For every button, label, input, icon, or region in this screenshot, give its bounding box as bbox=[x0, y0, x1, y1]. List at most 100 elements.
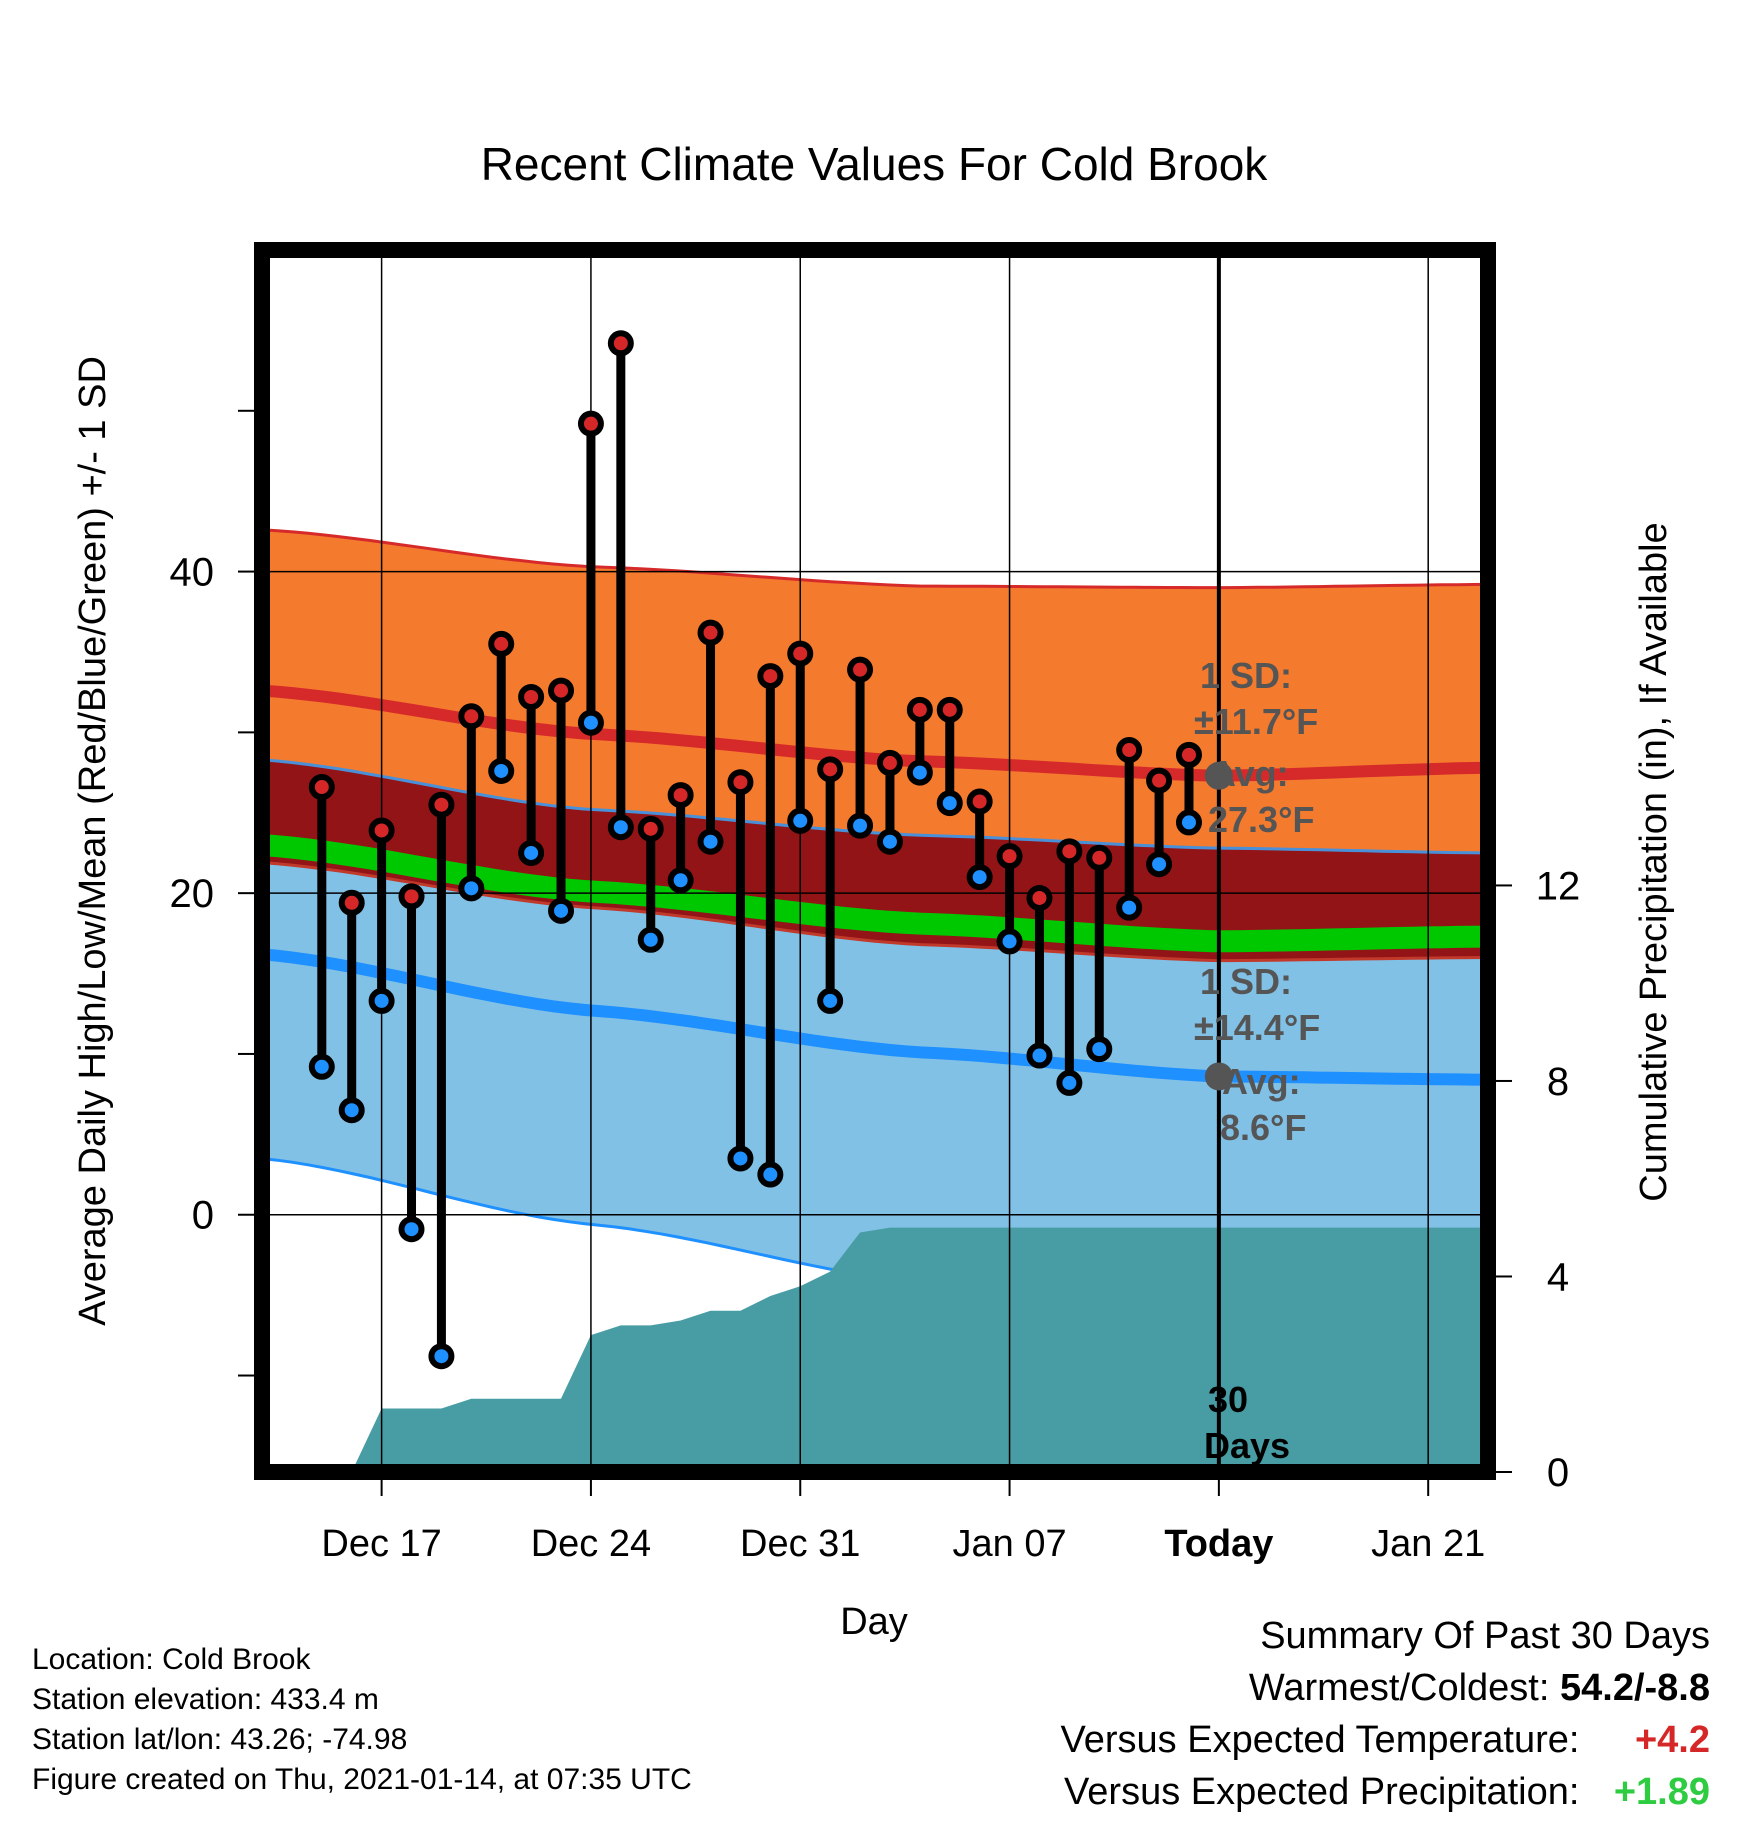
high-point bbox=[906, 696, 933, 723]
high-avg-label: Avg: bbox=[1210, 753, 1289, 794]
low-point bbox=[1086, 1036, 1113, 1063]
high-point bbox=[876, 749, 903, 776]
low-point bbox=[817, 987, 844, 1014]
high-point bbox=[607, 330, 634, 357]
latlon-text: Station lat/lon: 43.26; -74.98 bbox=[32, 1723, 408, 1756]
high-point bbox=[1026, 884, 1053, 911]
low-point bbox=[548, 897, 575, 924]
low-point bbox=[308, 1053, 335, 1080]
low-point bbox=[667, 867, 694, 894]
low-point bbox=[757, 1161, 784, 1188]
x-tick-label: Dec 24 bbox=[531, 1523, 651, 1565]
high-point bbox=[787, 640, 814, 667]
low-point bbox=[1175, 809, 1202, 836]
location-text: Location: Cold Brook bbox=[32, 1643, 311, 1676]
low-point bbox=[966, 864, 993, 891]
x-tick-label: Dec 17 bbox=[321, 1523, 441, 1565]
high-point bbox=[488, 630, 515, 657]
high-point bbox=[1146, 767, 1173, 794]
high-point bbox=[1056, 838, 1083, 865]
low-point bbox=[368, 987, 395, 1014]
temp-value: +4.2 bbox=[1634, 1719, 1710, 1761]
high-point bbox=[428, 791, 455, 818]
low-point bbox=[637, 926, 664, 953]
period-label-number: 30 bbox=[1208, 1379, 1248, 1420]
warmest-label: Warmest/Coldest: bbox=[1248, 1667, 1550, 1709]
low-point bbox=[876, 828, 903, 855]
high-point bbox=[577, 410, 604, 437]
period-label-unit: Days bbox=[1204, 1425, 1290, 1466]
low-sd-value: ±14.4°F bbox=[1194, 1007, 1320, 1048]
low-point bbox=[607, 814, 634, 841]
high-point bbox=[308, 774, 335, 801]
high-avg-value: 27.3°F bbox=[1208, 799, 1314, 840]
plot-frame bbox=[254, 242, 1496, 1480]
precip-value: +1.89 bbox=[1613, 1771, 1710, 1813]
low-point bbox=[697, 828, 724, 855]
x-tick-label: Today bbox=[1164, 1523, 1273, 1565]
y2-tick-label: 0 bbox=[1547, 1451, 1569, 1495]
precip-area bbox=[321, 1227, 1488, 1472]
high-point bbox=[548, 677, 575, 704]
warmest-value: 54.2/-8.8 bbox=[1560, 1667, 1710, 1709]
high-point bbox=[1086, 844, 1113, 871]
high-point bbox=[966, 788, 993, 815]
y2-tick-label: 4 bbox=[1547, 1255, 1569, 1299]
precip-label: Versus Expected Precipitation: bbox=[1064, 1771, 1580, 1813]
low-point bbox=[338, 1097, 365, 1124]
y-tick-label: 40 bbox=[170, 551, 215, 595]
low-point bbox=[936, 790, 963, 817]
high-point bbox=[398, 883, 425, 910]
low-point bbox=[518, 839, 545, 866]
normal-mean-line bbox=[262, 833, 1488, 953]
high-point bbox=[1116, 737, 1143, 764]
high-point bbox=[637, 815, 664, 842]
high-point bbox=[727, 769, 754, 796]
low-point bbox=[1116, 894, 1143, 921]
high-lower-edge bbox=[262, 758, 1488, 855]
y-tick-label: 20 bbox=[170, 872, 215, 916]
low-point bbox=[488, 757, 515, 784]
low-point bbox=[1146, 851, 1173, 878]
high-point bbox=[847, 656, 874, 683]
today-high-avg-marker bbox=[1204, 761, 1233, 790]
y-axis-label: Average Daily High/Low/Mean (Red/Blue/Gr… bbox=[72, 356, 114, 1326]
high-point bbox=[338, 889, 365, 916]
low-point bbox=[398, 1216, 425, 1243]
low-point bbox=[577, 709, 604, 736]
between-band bbox=[262, 759, 1488, 961]
low-avg-value: 8.6°F bbox=[1220, 1107, 1306, 1148]
created-text: Figure created on Thu, 2021-01-14, at 07… bbox=[32, 1763, 692, 1796]
high-point bbox=[458, 703, 485, 730]
high-point bbox=[518, 683, 545, 710]
low-point bbox=[906, 759, 933, 786]
high-point bbox=[817, 756, 844, 783]
y2-tick-label: 12 bbox=[1536, 864, 1581, 908]
elevation-text: Station elevation: 433.4 m bbox=[32, 1683, 379, 1716]
summary-panel: Summary Of Past 30 Days Warmest/Coldest:… bbox=[1061, 1610, 1710, 1818]
low-point bbox=[996, 928, 1023, 955]
summary-temp-row: Versus Expected Temperature: +4.2 bbox=[1061, 1714, 1710, 1766]
high-point bbox=[757, 663, 784, 690]
low-point bbox=[458, 875, 485, 902]
chart-title: Recent Climate Values For Cold Brook bbox=[481, 138, 1269, 190]
low-point bbox=[428, 1343, 455, 1370]
low-point bbox=[787, 807, 814, 834]
high-upper-edge bbox=[262, 528, 1488, 590]
high-point bbox=[1175, 741, 1202, 768]
low-avg-label: Avg: bbox=[1222, 1061, 1301, 1102]
summary-title: Summary Of Past 30 Days bbox=[1260, 1615, 1710, 1657]
high-sd-value: ±11.7°F bbox=[1194, 701, 1318, 742]
y-tick-label: 0 bbox=[192, 1194, 214, 1238]
today-low-avg-marker bbox=[1204, 1062, 1233, 1091]
high-point bbox=[368, 817, 395, 844]
low-point bbox=[1026, 1042, 1053, 1069]
high-point bbox=[667, 782, 694, 809]
summary-precip-row: Versus Expected Precipitation: +1.89 bbox=[1061, 1766, 1710, 1818]
x-tick-label: Dec 31 bbox=[740, 1523, 860, 1565]
station-info: Location: Cold Brook Station elevation: … bbox=[32, 1640, 692, 1800]
normal-low-line bbox=[262, 948, 1488, 1086]
low-point bbox=[847, 812, 874, 839]
high-point bbox=[936, 696, 963, 723]
low-point bbox=[727, 1145, 754, 1172]
